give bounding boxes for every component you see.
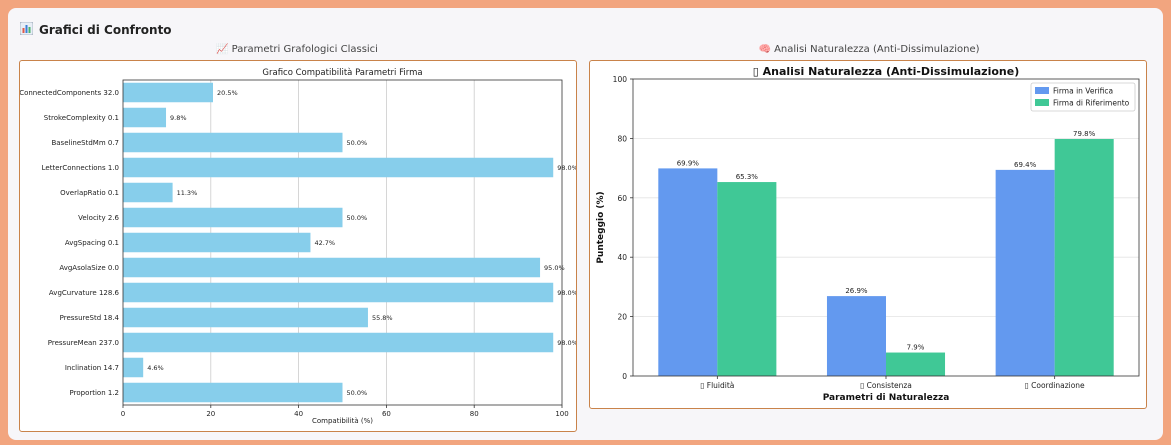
data-label: 98.0%: [557, 339, 576, 347]
legend-swatch: [1035, 99, 1049, 106]
data-label: 95.0%: [544, 264, 565, 272]
data-label: 7.9%: [907, 344, 925, 352]
y-tick-label: LetterConnections 1.0: [42, 164, 119, 172]
y-tick-label: BaselineStdMm 0.7: [51, 139, 119, 147]
bar: [123, 232, 311, 253]
y-tick-label: 20: [617, 313, 627, 322]
y-axis-label: Punteggio (%): [596, 191, 606, 263]
x-tick-label: ▯ Fluidità: [700, 381, 734, 390]
x-tick-label: 20: [206, 410, 215, 418]
chart-title: Grafico Compatibilità Parametri Firma: [262, 68, 422, 78]
bar: [123, 357, 144, 378]
bar: [123, 182, 173, 203]
panel-title: Grafici di Confronto: [19, 21, 172, 38]
y-tick-label: AvgSpacing 0.1: [65, 239, 119, 247]
x-tick-label: ▯ Consistenza: [860, 381, 912, 390]
bar: [886, 352, 946, 376]
y-tick-label: PressureMean 237.0: [48, 339, 119, 347]
y-tick-label: StrokeComplexity 0.1: [44, 114, 119, 122]
data-label: 69.4%: [1014, 161, 1037, 169]
bar: [123, 257, 541, 278]
bar: [123, 132, 343, 153]
y-tick-label: OverlapRatio 0.1: [60, 189, 119, 197]
y-tick-label: 40: [617, 253, 627, 262]
plot-frame: [122, 79, 563, 406]
y-tick-label: Inclination 14.7: [65, 364, 119, 372]
bar: [123, 332, 554, 353]
data-label: 42.7%: [314, 239, 335, 247]
bar: [123, 107, 167, 128]
y-tick-label: Velocity 2.6: [78, 214, 119, 222]
panel-title-text: Grafici di Confronto: [39, 23, 172, 37]
data-label: 11.3%: [177, 189, 198, 197]
bar: [826, 296, 886, 376]
x-tick-label: 0: [121, 410, 125, 418]
bar: [123, 282, 554, 303]
y-tick-label: AvgCurvature 128.6: [49, 289, 120, 297]
right-chart-frame: ▯ Analisi Naturalezza (Anti-Dissimulazio…: [589, 60, 1147, 409]
y-tick-label: 60: [617, 194, 627, 203]
y-tick-label: 0: [622, 372, 627, 381]
data-label: 79.8%: [1073, 130, 1096, 138]
x-tick-label: 40: [294, 410, 303, 418]
legend-label: Firma di Riferimento: [1053, 99, 1130, 108]
y-tick-label: AvgAsolaSize 0.0: [59, 264, 119, 272]
bar: [123, 82, 213, 103]
left-chart-frame: Grafico Compatibilità Parametri Firma Con…: [19, 60, 578, 432]
comparison-panel: Grafici di Confronto 📈 Parametri Grafolo…: [8, 8, 1163, 440]
y-tick-label: ConnectedComponents 32.0: [20, 89, 119, 97]
data-label: 50.0%: [347, 139, 368, 147]
data-label: 98.0%: [557, 164, 576, 172]
data-label: 65.3%: [736, 173, 759, 181]
y-tick-label: PressureStd 18.4: [60, 314, 120, 322]
data-label: 50.0%: [347, 389, 368, 397]
bar: [123, 157, 554, 178]
naturalness-bar-chart: ▯ Analisi Naturalezza (Anti-Dissimulazio…: [596, 65, 1140, 403]
y-tick-label: Proportion 1.2: [70, 389, 119, 397]
bar: [123, 307, 368, 328]
data-label: 9.8%: [170, 114, 187, 122]
right-chart-subtitle: 🧠 Analisi Naturalezza (Anti-Dissimulazio…: [758, 44, 980, 55]
data-label: 69.9%: [677, 159, 700, 167]
compatibility-bar-chart: Grafico Compatibilità Parametri Firma Con…: [19, 68, 578, 425]
x-tick-label: 80: [470, 410, 479, 418]
bar: [995, 169, 1055, 376]
x-tick-label: 100: [555, 410, 568, 418]
data-label: 98.0%: [557, 289, 576, 297]
bar: [123, 207, 343, 228]
data-label: 55.8%: [372, 314, 393, 322]
data-label: 50.0%: [347, 214, 368, 222]
legend-swatch: [1035, 87, 1049, 94]
data-label: 20.5%: [217, 89, 238, 97]
bar: [123, 382, 343, 403]
x-axis-label: Parametri di Naturalezza: [823, 393, 950, 403]
legend-box: [1030, 82, 1136, 112]
legend-label: Firma in Verifica: [1053, 87, 1113, 96]
x-tick-label: 60: [382, 410, 391, 418]
plot-frame: [632, 78, 1140, 377]
chart-title: ▯ Analisi Naturalezza (Anti-Dissimulazio…: [753, 65, 1019, 78]
y-tick-label: 80: [617, 134, 627, 143]
bar: [658, 168, 718, 376]
bar: [717, 182, 777, 376]
bar: [1054, 138, 1114, 376]
x-tick-label: ▯ Coordinazione: [1025, 381, 1085, 390]
y-tick-label: 100: [613, 75, 628, 84]
data-label: 4.6%: [147, 364, 164, 372]
left-chart-subtitle: 📈 Parametri Grafologici Classici: [216, 44, 378, 55]
data-label: 26.9%: [845, 287, 868, 295]
bar-chart-icon: [19, 21, 34, 38]
x-axis-label: Compatibilità (%): [312, 417, 373, 425]
